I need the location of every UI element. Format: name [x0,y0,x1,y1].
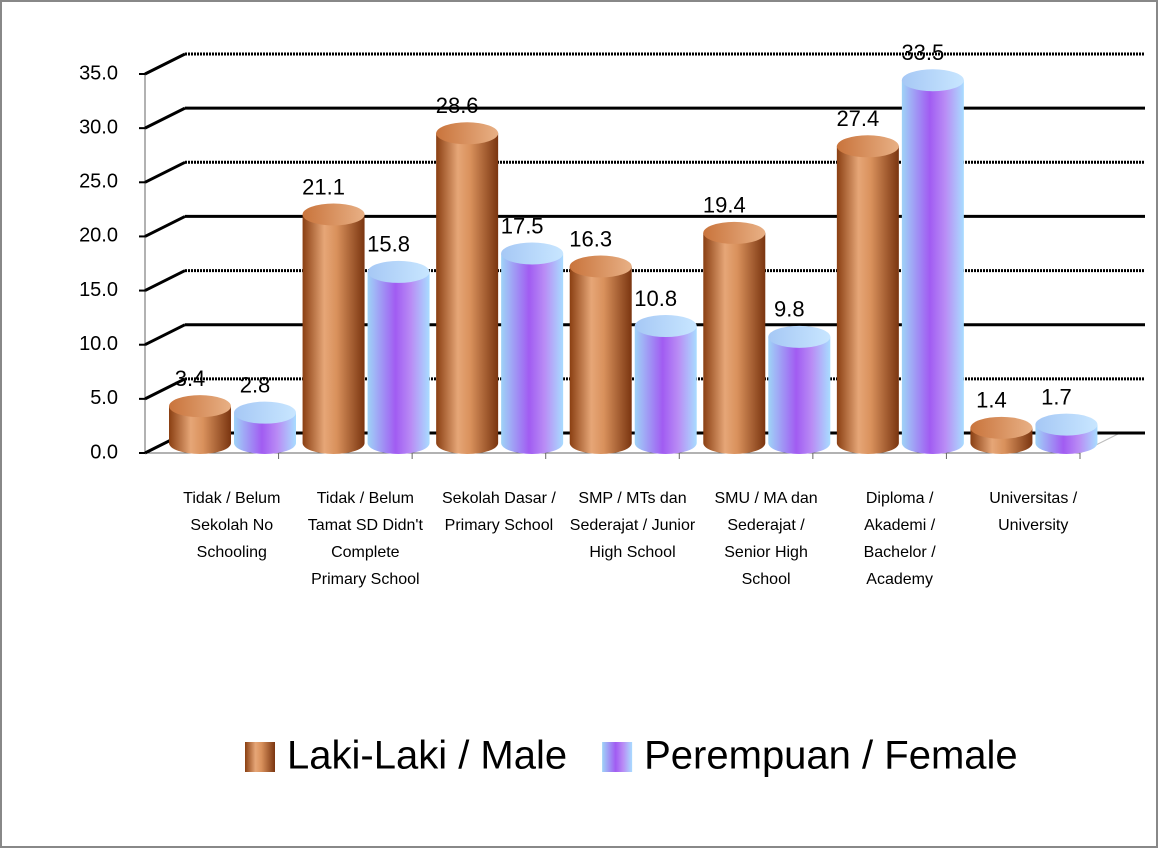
data-label: 19.4 [703,193,746,218]
legend-swatch [245,742,275,772]
grid-line [144,215,186,238]
y-tick-label: 0.0 [90,441,118,463]
x-tick-label: Universitas / University [989,490,1078,534]
x-tick-label: SMU / MA dan Sederajat / Senior High Sch… [714,490,818,588]
bar [501,253,564,454]
bar [436,133,499,454]
y-tick-label: 30.0 [79,116,118,138]
bar [169,406,231,454]
legend-label: Laki-Laki / Male [287,734,567,778]
grid-line [144,269,186,292]
data-label: 3.4 [175,366,206,391]
grid-line [144,323,186,347]
bar-top [501,242,564,265]
data-label: 33.5 [901,40,944,65]
data-label: 2.8 [240,372,271,397]
data-label: 17.5 [501,213,544,238]
bar [768,336,831,454]
bar-top [970,416,1033,439]
y-tick-label: 15.0 [79,279,118,301]
y-tick-label: 35.0 [79,62,118,84]
bar [836,146,899,454]
bar-top [901,69,964,92]
x-tick-label: Tidak / Belum Tamat SD Didn't Complete P… [307,490,423,588]
bar [302,214,365,454]
legend-label: Perempuan / Female [644,734,1018,778]
data-label: 21.1 [302,174,345,199]
bar-top [169,395,231,418]
legend-swatch [602,742,633,772]
bar-top [836,135,899,158]
bar [901,80,964,454]
y-tick-label: 20.0 [79,225,118,247]
x-tick-label: SMP / MTs dan Sederajat / Junior High Sc… [569,490,696,561]
data-label: 16.3 [569,226,612,251]
data-label: 28.6 [436,93,479,118]
bar-top [302,203,365,226]
bar [703,232,766,454]
data-label: 9.8 [774,297,805,322]
data-label: 10.8 [634,286,677,311]
bar-top [768,325,831,348]
x-tick-label: Diploma / Akademi / Bachelor / Academy [863,490,936,588]
bar-top [703,221,766,244]
data-label: 15.8 [367,232,410,257]
y-tick-label: 10.0 [79,333,118,355]
bar-top [234,401,296,424]
bar-top [1035,413,1098,436]
y-tick-label: 5.0 [90,387,118,409]
bar [569,266,632,454]
grid-line [144,377,186,401]
data-label: 27.4 [836,106,879,131]
bar [367,271,430,454]
y-tick-label: 25.0 [79,171,118,193]
bar [634,326,697,454]
bar-top [436,122,499,145]
grid-line [144,52,186,76]
bar-top [634,315,697,338]
bar-top [367,260,430,283]
bar [234,412,296,454]
x-tick-label: Sekolah Dasar / Primary School [442,490,556,534]
bar-top [569,255,632,278]
grid-line [144,106,186,130]
x-tick-label: Tidak / Belum Sekolah No Schooling [183,490,281,561]
grid-line [144,160,186,184]
data-label: 1.4 [976,388,1007,413]
data-label: 1.7 [1041,384,1072,409]
